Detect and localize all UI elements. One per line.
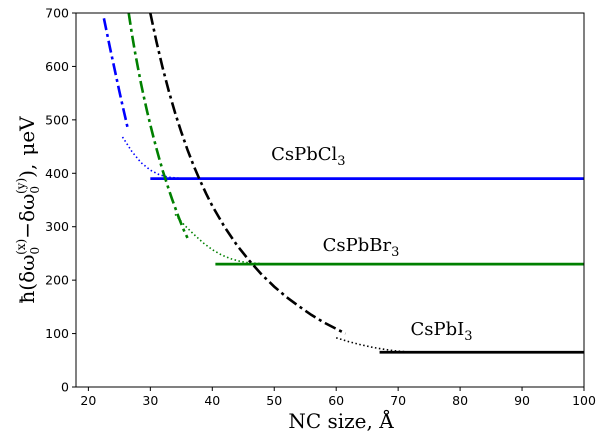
ticks-layer: 20 30 40 50 60 70 80 90 100 0 100 200 300 400 500 600 70… bbox=[45, 6, 596, 409]
labels-layer: CsPbCl3 CsPbBr3 CsPbI3 bbox=[271, 144, 472, 344]
x-tick-label: 20 bbox=[80, 393, 96, 408]
y-tick-label: 100 bbox=[45, 326, 69, 341]
y-tick-label: 600 bbox=[45, 59, 69, 74]
cspbi3-label: CsPbI3 bbox=[410, 319, 472, 344]
x-tick-label: 40 bbox=[204, 393, 220, 408]
x-tick-label: 30 bbox=[142, 393, 158, 408]
cspbcl3-dotted-curve bbox=[121, 136, 188, 180]
x-tick-label: 100 bbox=[572, 393, 596, 408]
x-axis-title: NC size, Å bbox=[288, 408, 394, 433]
x-tick-label: 60 bbox=[328, 393, 344, 408]
y-tick-label: 700 bbox=[45, 6, 69, 21]
cspbi3-dotted-curve bbox=[335, 337, 423, 354]
x-tick-label: 90 bbox=[514, 393, 530, 408]
cspbbr3-label: CsPbBr3 bbox=[323, 235, 400, 260]
cspbbr3-dashdot-curve bbox=[127, 12, 189, 239]
x-tick-label: 80 bbox=[452, 393, 468, 408]
y-tick-label: 200 bbox=[45, 273, 69, 288]
cspbcl3-dashdot-curve bbox=[102, 18, 129, 128]
x-tick-label: 50 bbox=[266, 393, 282, 408]
plot-frame bbox=[75, 12, 585, 388]
cspbbr3-dotted-curve bbox=[174, 213, 262, 265]
y-tick-label: 0 bbox=[61, 380, 69, 395]
series-layer bbox=[102, 12, 584, 354]
y-tick-label: 400 bbox=[45, 166, 69, 181]
x-tick-label: 70 bbox=[390, 393, 406, 408]
cspbi3-dashdot-curve bbox=[149, 12, 347, 335]
y-tick-label: 500 bbox=[45, 112, 69, 127]
y-axis-title: ħ(δω0(x)−δω0(y)),μeV bbox=[14, 116, 42, 304]
cspbcl3-label: CsPbCl3 bbox=[271, 144, 345, 169]
y-tick-label: 300 bbox=[45, 219, 69, 234]
